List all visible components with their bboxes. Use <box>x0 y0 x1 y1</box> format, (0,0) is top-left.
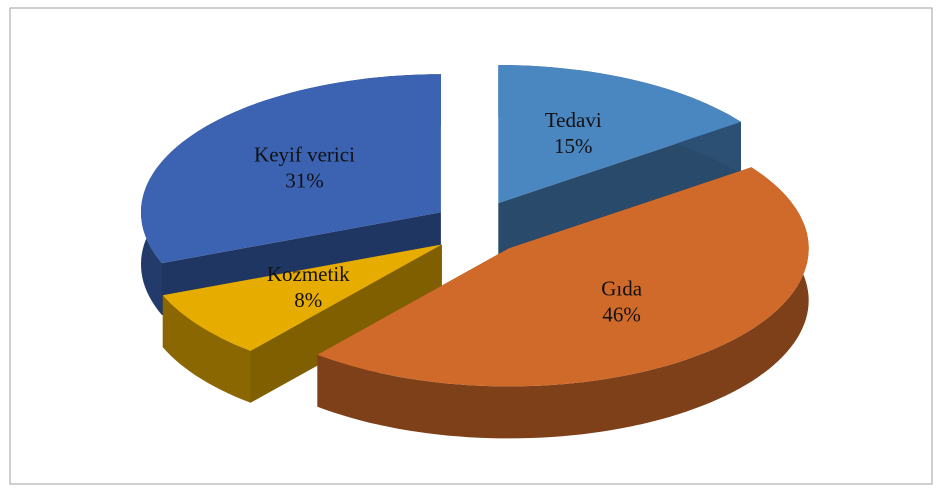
slice-wall <box>317 167 809 439</box>
data-label-value: 31% <box>285 168 324 192</box>
slice <box>162 244 442 351</box>
slice <box>498 65 741 204</box>
data-label-category: Tedavi <box>545 108 602 132</box>
data-label-category: Keyif verici <box>254 142 355 166</box>
data-label-value: 46% <box>602 303 641 327</box>
slice-wall <box>162 295 251 403</box>
data-label-value: 8% <box>294 288 322 312</box>
slice-side <box>498 121 741 256</box>
slice <box>141 74 441 264</box>
data-label-category: Gıda <box>601 277 643 301</box>
data-label-category: Kozmetik <box>267 262 350 286</box>
slice <box>317 167 809 387</box>
data-label-value: 15% <box>554 134 593 158</box>
